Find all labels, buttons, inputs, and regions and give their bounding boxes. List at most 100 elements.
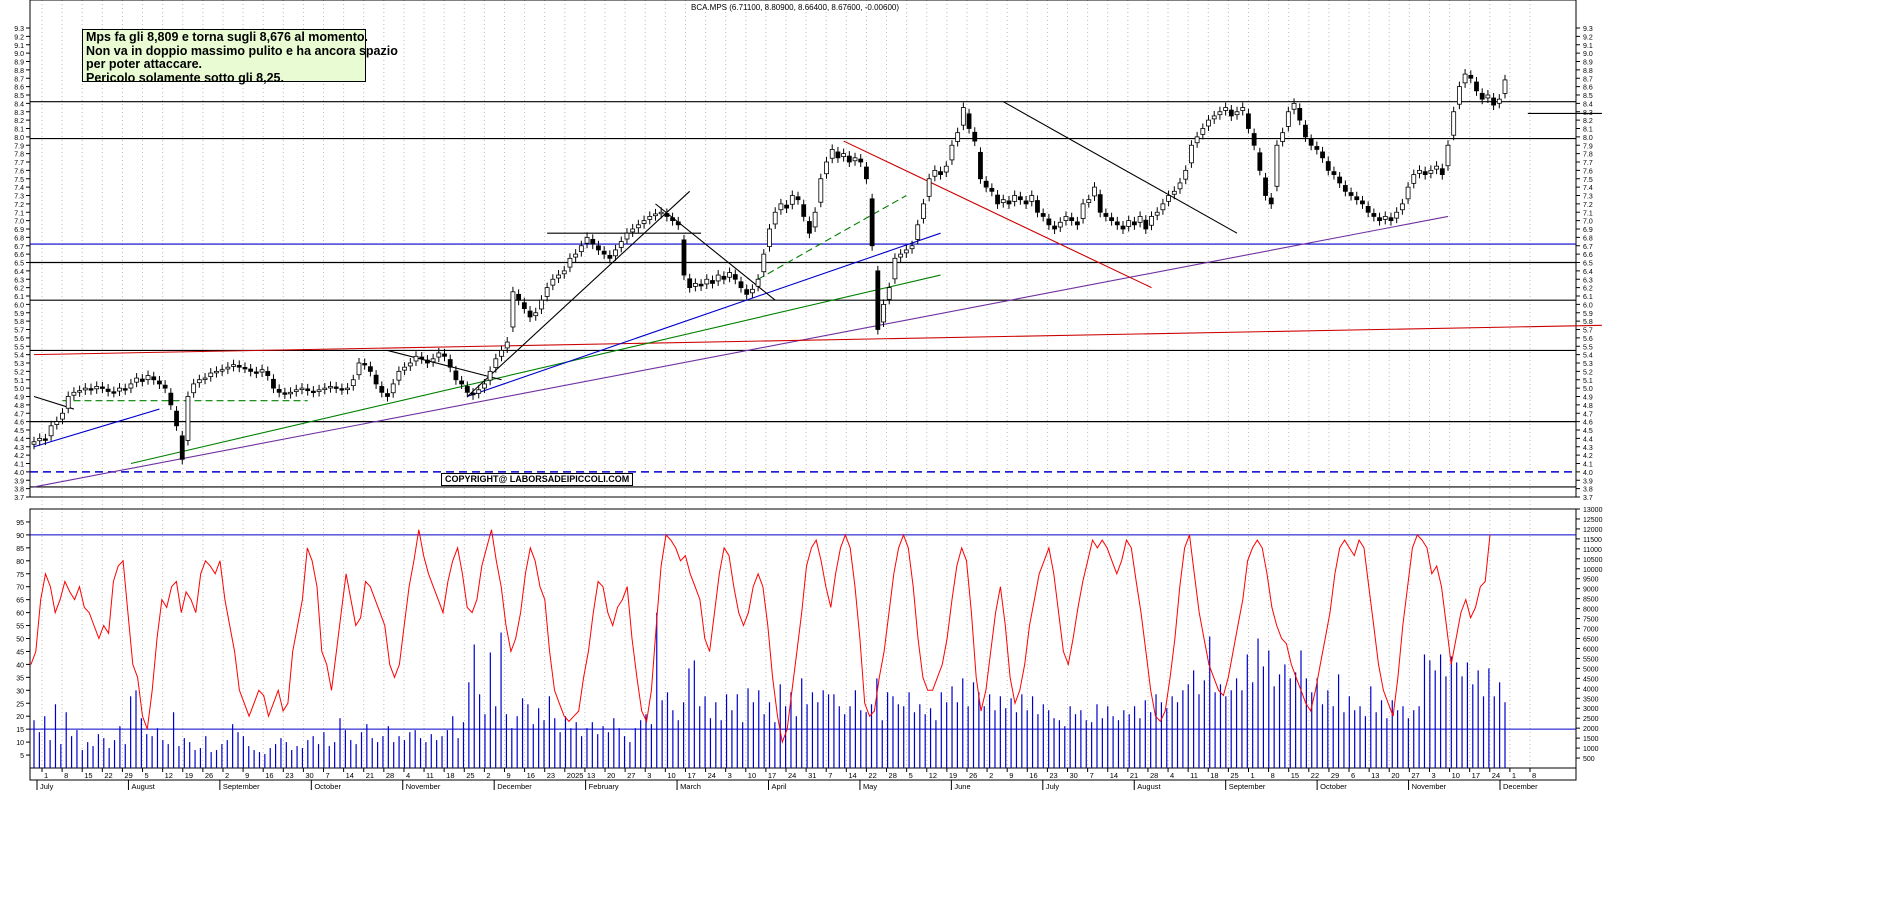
oscillator-series	[30, 529, 1491, 744]
candle-body	[362, 363, 368, 366]
y-tick-label: 4.8	[1583, 403, 1593, 410]
candle-body	[590, 238, 596, 245]
y-tick-label: 7.9	[1583, 143, 1593, 150]
y-tick-label: 4.0	[1583, 470, 1593, 477]
candle-body	[453, 370, 459, 381]
candle-body	[1285, 111, 1291, 127]
y-tick-label: 7.3	[1583, 194, 1593, 201]
candle-body	[225, 366, 231, 370]
candle-body	[516, 293, 522, 301]
candle-body	[1377, 217, 1382, 222]
x-day-label: 9	[506, 771, 510, 780]
candle-body	[1012, 195, 1018, 202]
y-tick-label: 6.0	[14, 302, 24, 309]
volume-tick-label: 12000	[1583, 527, 1603, 534]
candle-body	[447, 359, 453, 368]
x-month-label: September	[223, 782, 260, 791]
y-tick-label: 8.6	[1583, 85, 1593, 92]
y-tick-label: 3.9	[1583, 478, 1593, 485]
candle-body	[533, 312, 539, 317]
candle-body	[1149, 216, 1154, 226]
candle-body	[955, 132, 961, 142]
volume-tick-label: 2500	[1583, 716, 1599, 723]
candle-body	[305, 388, 311, 392]
date-axis-frame	[29, 767, 1577, 781]
x-day-label: 28	[1150, 771, 1158, 780]
candle-body	[932, 169, 938, 177]
x-day-label: 26	[969, 771, 977, 780]
x-day-label: 4	[1170, 771, 1174, 780]
y-tick-label: 9.2	[1583, 34, 1593, 41]
candle-body	[1325, 161, 1331, 171]
volume-tick-label: 500	[1583, 756, 1595, 763]
candle-body	[613, 249, 618, 257]
candle-body	[208, 372, 214, 377]
y-tick-label: 6.5	[14, 261, 24, 268]
candle-body	[749, 288, 755, 294]
y-tick-label: 4.5	[14, 428, 24, 435]
trendlines	[33, 101, 1602, 488]
x-day-label: 5	[145, 771, 149, 780]
y-tick-label: 8.5	[1583, 93, 1593, 100]
candle-body	[504, 341, 510, 349]
candle-body	[858, 158, 864, 163]
trendline	[1002, 101, 1238, 234]
x-month-label: August	[1137, 782, 1161, 791]
candle-body	[1439, 168, 1445, 175]
candle-body	[852, 157, 858, 162]
candle-body	[1057, 221, 1063, 228]
x-day-label: 11	[1190, 771, 1198, 780]
x-day-label: 23	[285, 771, 293, 780]
volume-tick-label: 7000	[1583, 627, 1599, 634]
osc-tick-label: 40	[16, 662, 24, 669]
candle-body	[789, 195, 795, 205]
candle-body	[419, 356, 425, 360]
candle-body	[687, 278, 693, 289]
candle-body	[1166, 195, 1172, 202]
trendline	[467, 232, 941, 398]
x-day-label: 30	[1070, 771, 1078, 780]
candle-body	[1223, 107, 1229, 111]
candle-body	[100, 386, 105, 389]
x-month-label: May	[863, 782, 877, 791]
candle-body	[681, 239, 687, 276]
y-tick-label: 6.2	[1583, 286, 1593, 293]
candle-body	[430, 358, 436, 363]
x-day-label: 14	[346, 771, 354, 780]
y-tick-label: 7.1	[1583, 210, 1593, 217]
candle-body	[1502, 79, 1508, 94]
x-day-label: 17	[1472, 771, 1480, 780]
candle-body	[1342, 185, 1348, 192]
candle-body	[618, 241, 624, 248]
candle-body	[1234, 111, 1240, 116]
volume-tick-label: 12500	[1583, 517, 1603, 524]
candle-body	[1120, 225, 1126, 230]
candle-body	[1360, 200, 1365, 205]
x-day-label: 16	[527, 771, 535, 780]
trendline	[387, 349, 502, 381]
candle-body	[972, 131, 978, 142]
x-day-label: 9	[1009, 771, 1013, 780]
y-tick-label: 5.1	[14, 378, 24, 385]
y-tick-label: 4.1	[14, 462, 24, 469]
y-tick-label: 4.8	[14, 403, 24, 410]
candle-body	[196, 379, 202, 384]
candle-body	[1434, 165, 1439, 170]
osc-tick-label: 50	[16, 637, 24, 644]
candle-body	[202, 377, 208, 380]
candle-body	[1394, 211, 1400, 219]
x-month-label: October	[314, 782, 341, 791]
candle-body	[1114, 221, 1120, 226]
candle-body	[596, 245, 601, 251]
volume-tick-label: 8000	[1583, 607, 1599, 614]
candle-body	[271, 378, 276, 389]
copyright-label: COPYRIGHT@ LABORSADEIPICCOLI.COM	[441, 473, 634, 486]
x-day-label: 19	[949, 771, 957, 780]
candle-body	[949, 144, 955, 161]
osc-tick-label: 90	[16, 533, 24, 540]
x-day-label: 15	[84, 771, 92, 780]
x-day-label: 21	[1130, 771, 1138, 780]
volume-tick-label: 1500	[1583, 736, 1599, 743]
candle-body	[1217, 111, 1223, 116]
candle-body	[653, 213, 658, 217]
